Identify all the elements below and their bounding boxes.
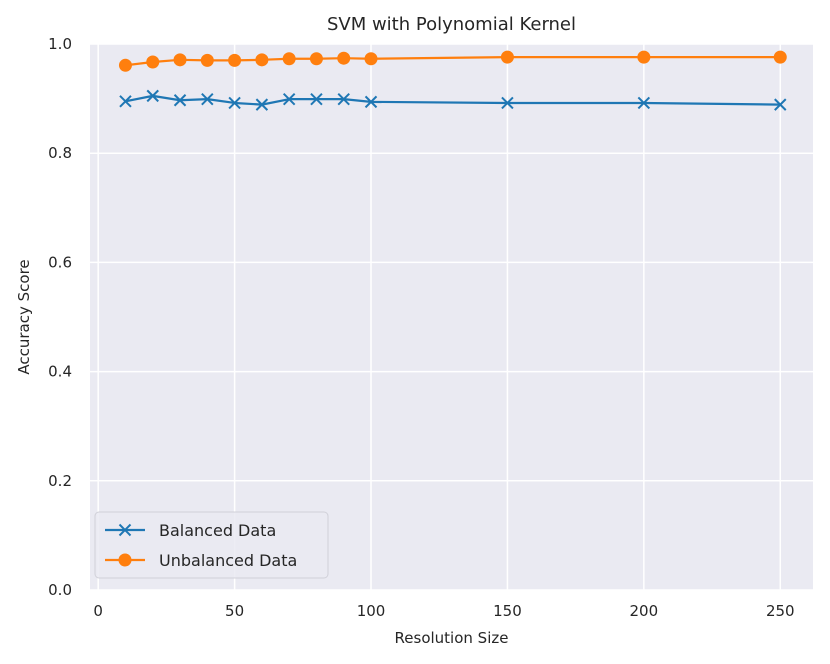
y-tick-label: 0.6 <box>48 253 72 271</box>
series-unbalanced-data <box>118 50 787 72</box>
marker-stroke <box>255 98 269 111</box>
data-point <box>310 92 323 106</box>
marker-stroke <box>119 95 132 108</box>
data-point <box>228 96 241 110</box>
marker-stroke <box>637 96 651 110</box>
marker-stroke <box>173 94 187 107</box>
marker-stroke <box>228 96 241 110</box>
marker-stroke <box>774 98 787 111</box>
data-point <box>637 96 651 110</box>
legend-entry: Balanced Data <box>105 521 276 540</box>
legend-label: Balanced Data <box>159 521 276 540</box>
x-axis-label: Resolution Size <box>395 629 509 647</box>
x-tick-label: 150 <box>493 602 522 620</box>
y-axis-label: Accuracy Score <box>15 259 33 374</box>
y-tick-label: 1.0 <box>48 35 72 53</box>
data-point <box>228 53 242 67</box>
data-point <box>282 92 296 106</box>
data-point <box>201 92 214 106</box>
data-point <box>173 94 187 107</box>
data-point <box>173 53 187 67</box>
chart-title: SVM with Polynomial Kernel <box>327 14 576 35</box>
y-tick-label: 0.8 <box>48 144 72 162</box>
marker-stroke <box>146 89 159 103</box>
legend-label: Unbalanced Data <box>159 551 297 570</box>
data-point <box>364 52 378 66</box>
data-point <box>146 55 160 69</box>
marker-stroke <box>282 92 296 106</box>
data-point <box>500 50 514 64</box>
data-point <box>501 96 514 110</box>
legend: Balanced Data Unbalanced Data <box>94 511 329 579</box>
data-point <box>200 53 214 67</box>
marker-stroke <box>501 96 514 110</box>
x-tick-label: 50 <box>225 602 244 620</box>
y-axis-ticks: 0.0 0.2 0.4 0.6 0.8 1.0 <box>48 35 72 599</box>
series-balanced-data <box>119 89 787 111</box>
data-point <box>146 89 159 103</box>
marker-stroke <box>364 95 378 109</box>
data-point <box>774 98 787 111</box>
x-axis-ticks: 0 50 100 150 200 250 <box>93 602 794 620</box>
x-tick-label: 200 <box>630 602 659 620</box>
marker-stroke <box>201 92 214 106</box>
data-point <box>255 98 269 111</box>
marker-stroke <box>337 92 350 106</box>
marker-stroke <box>118 523 132 537</box>
data-point <box>364 95 378 109</box>
data-point <box>255 53 269 67</box>
data-point <box>337 92 350 106</box>
legend-marker <box>118 523 132 537</box>
x-tick-label: 250 <box>766 602 795 620</box>
data-point <box>773 50 787 64</box>
data-point <box>309 52 323 66</box>
x-tick-label: 0 <box>93 602 103 620</box>
legend-entry: Unbalanced Data <box>105 551 297 570</box>
data-point <box>637 50 651 64</box>
legend-box <box>94 511 329 579</box>
series-layer <box>118 50 787 111</box>
plot-area <box>90 44 813 590</box>
marker-stroke <box>310 92 323 106</box>
legend-marker <box>118 553 132 567</box>
y-tick-label: 0.0 <box>48 581 72 599</box>
y-tick-label: 0.2 <box>48 472 72 490</box>
data-point <box>119 95 132 108</box>
x-tick-label: 100 <box>357 602 386 620</box>
y-tick-label: 0.4 <box>48 363 72 381</box>
grid <box>90 43 813 591</box>
data-point <box>337 51 351 65</box>
data-point <box>118 58 132 72</box>
data-point <box>282 52 296 66</box>
